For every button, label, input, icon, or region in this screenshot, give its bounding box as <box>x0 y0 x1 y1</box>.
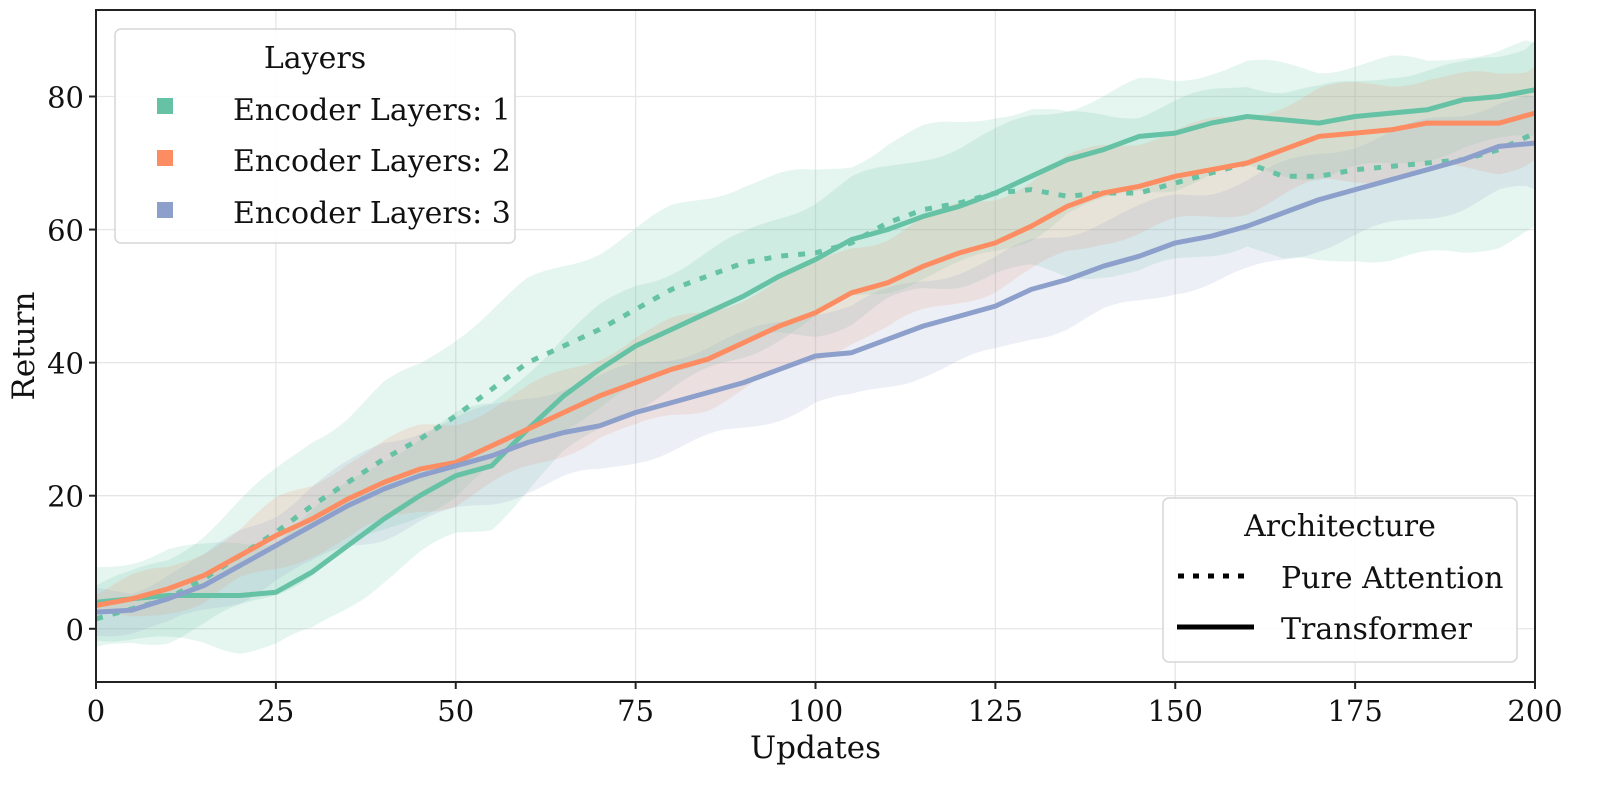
legend-entry: Transformer <box>1177 612 1473 647</box>
x-tick-label: 125 <box>968 694 1023 728</box>
legend-label: Encoder Layers: 1 <box>233 93 511 128</box>
confidence-bands <box>96 39 1535 654</box>
series-line-transformer-layers-1 <box>95 87 1536 605</box>
series-line-pure-attention-layers-1 <box>95 130 1537 622</box>
x-axis-label: Updates <box>750 730 881 766</box>
y-tick-label: 60 <box>47 214 84 248</box>
series-line-transformer-layers-2 <box>95 110 1536 608</box>
legend-frame <box>1162 497 1518 663</box>
legend-title: Architecture <box>1243 509 1436 544</box>
legend-layers: Layers Encoder Layers: 1 Encoder Layers:… <box>114 28 516 244</box>
legend-color-swatch-icon <box>157 150 173 166</box>
x-tick-label: 75 <box>617 694 654 728</box>
legend-architecture: Architecture Pure Attention Transformer <box>1162 497 1518 663</box>
legend-entry: Encoder Layers: 1 <box>157 93 511 128</box>
x-axis: 0 25 50 75 100 125 150 175 200 <box>87 682 1563 728</box>
y-tick-label: 80 <box>47 80 84 114</box>
x-tick-label: 200 <box>1507 694 1562 728</box>
x-tick-label: 25 <box>257 694 294 728</box>
legend-color-swatch-icon <box>157 202 173 218</box>
legend-label: Encoder Layers: 2 <box>233 144 511 179</box>
x-tick-label: 100 <box>788 694 843 728</box>
legend-label: Transformer <box>1281 612 1473 647</box>
y-axis: 0 20 40 60 80 <box>47 80 96 647</box>
legend-entry: Encoder Layers: 2 <box>157 144 511 179</box>
legend-title: Layers <box>264 41 366 76</box>
y-tick-label: 0 <box>66 613 84 647</box>
y-tick-label: 20 <box>47 480 84 514</box>
legend-label: Pure Attention <box>1281 561 1504 596</box>
legend-entry: Encoder Layers: 3 <box>157 196 511 231</box>
x-tick-label: 0 <box>87 694 105 728</box>
legend-color-swatch-icon <box>157 98 173 114</box>
legend-frame <box>114 28 516 244</box>
legend-label: Encoder Layers: 3 <box>233 196 511 231</box>
confidence-band-pure-attention-layers-1 <box>96 39 1535 647</box>
series-line-transformer-layers-3 <box>95 140 1536 615</box>
y-axis-label: Return <box>6 292 42 401</box>
series-lines <box>95 87 1537 622</box>
y-tick-label: 40 <box>47 347 84 381</box>
confidence-band-transformer-layers-2 <box>96 66 1535 617</box>
x-tick-label: 175 <box>1327 694 1382 728</box>
legend-entry: Pure Attention <box>1178 561 1504 596</box>
x-tick-label: 150 <box>1148 694 1203 728</box>
confidence-band-transformer-layers-3 <box>96 95 1535 637</box>
x-tick-label: 50 <box>437 694 474 728</box>
confidence-band-transformer-layers-1 <box>96 40 1535 654</box>
